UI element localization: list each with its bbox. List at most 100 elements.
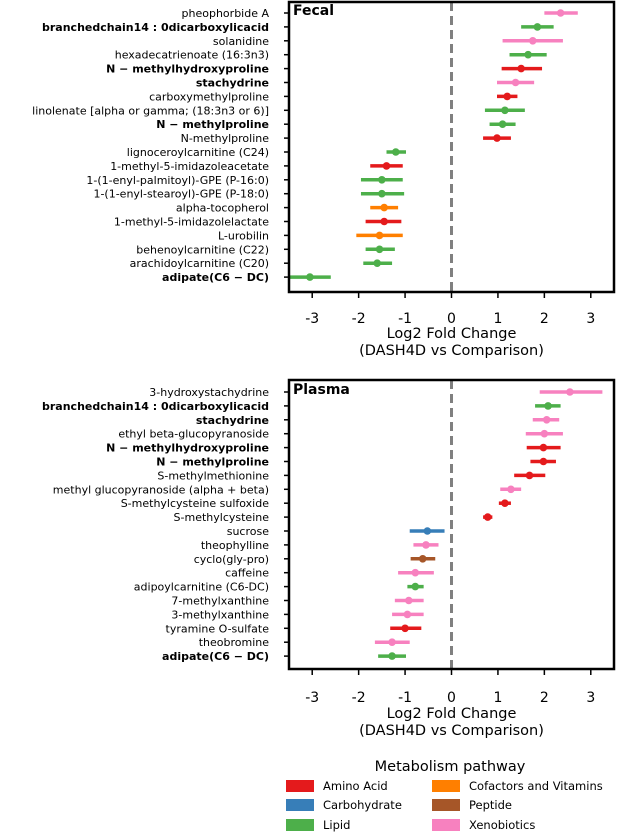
- y-tick-label: sucrose: [227, 525, 269, 538]
- data-point: [501, 106, 509, 115]
- data-point: [556, 9, 565, 17]
- legend-swatch: [286, 780, 314, 792]
- data-point: [306, 273, 314, 281]
- data-point: [566, 388, 574, 396]
- legend-label: Lipid: [323, 818, 350, 832]
- x-axis-label-line2: (DASH4D vs Comparison): [359, 723, 544, 739]
- x-tick-label: 3: [586, 690, 595, 706]
- x-tick-label: -1: [398, 690, 412, 706]
- data-point: [498, 120, 507, 128]
- data-point: [411, 582, 420, 591]
- legend-swatch: [432, 780, 460, 792]
- y-tick-label: linolenate [alpha or gamma; (18:3n3 or 6…: [32, 104, 269, 117]
- data-point: [380, 203, 388, 212]
- y-tick-label: 3-methylxanthine: [171, 608, 269, 621]
- y-tick-label: adipoylcarnitine (C6-DC): [134, 581, 269, 594]
- legend-label: Amino Acid: [323, 779, 388, 793]
- y-tick-label: arachidoylcarnitine (C20): [130, 257, 269, 270]
- data-point: [539, 443, 548, 452]
- y-tick-label: 1-methyl-5-imidazoleacetate: [110, 160, 269, 173]
- x-tick-label: 2: [540, 690, 549, 706]
- y-tick-label: caffeine: [225, 567, 269, 580]
- data-point: [525, 471, 534, 480]
- legend-swatch: [286, 799, 314, 811]
- data-point: [382, 162, 391, 170]
- y-tick-label: S-methylmethionine: [157, 469, 269, 482]
- data-point: [404, 596, 413, 605]
- y-tick-label: cyclo(gly-pro): [194, 553, 269, 566]
- data-point: [378, 189, 386, 198]
- legend-label: Xenobiotics: [469, 818, 535, 832]
- y-tick-label: tyramine O-sulfate: [166, 622, 270, 635]
- y-tick-label: N − methylproline: [156, 456, 269, 469]
- x-axis-label-line2: (DASH4D vs Comparison): [359, 343, 544, 359]
- data-point: [401, 624, 409, 633]
- y-tick-label: branchedchain14 : 0dicarboxylicacid: [42, 400, 269, 413]
- data-point: [388, 638, 396, 646]
- y-tick-label: theobromine: [199, 636, 270, 649]
- x-tick-label: 1: [493, 311, 502, 327]
- data-point: [517, 64, 525, 73]
- y-tick-label: adipate(C6 − DC): [162, 271, 269, 284]
- x-tick-label: -2: [352, 311, 366, 327]
- y-tick-label: branchedchain14 : 0dicarboxylicacid: [42, 21, 269, 34]
- y-tick-label: 1-methyl-5-imidazolelactate: [114, 216, 269, 229]
- panel-title: Fecal: [293, 3, 334, 19]
- data-point: [483, 513, 492, 521]
- y-tick-label: pheophorbide A: [182, 7, 270, 20]
- data-point: [539, 457, 548, 466]
- x-tick-label: 2: [540, 311, 549, 327]
- legend-swatch: [432, 819, 460, 831]
- data-point: [507, 485, 515, 494]
- legend: Metabolism pathway Amino Acid Cofactors an…: [286, 759, 603, 832]
- data-point: [411, 568, 420, 577]
- x-tick-label: 0: [447, 690, 456, 706]
- data-point: [503, 92, 512, 101]
- data-point: [493, 134, 501, 142]
- legend-label: Cofactors and Vitamins: [469, 779, 603, 793]
- y-tick-label: hexadecatrienoate (16:3n3): [115, 49, 269, 62]
- y-tick-label: N-methylproline: [181, 132, 270, 145]
- legend-label: Carbohydrate: [323, 798, 402, 812]
- data-point: [388, 652, 396, 660]
- data-point: [375, 231, 384, 240]
- data-point: [423, 527, 432, 535]
- y-tick-label: S-methylcysteine: [174, 511, 270, 524]
- legend-label: Peptide: [469, 798, 512, 812]
- y-tick-label: theophylline: [201, 539, 269, 552]
- data-point: [544, 402, 552, 410]
- x-tick-label: 1: [493, 690, 502, 706]
- x-tick-label: -1: [398, 311, 412, 327]
- legend-swatch: [432, 799, 460, 811]
- x-axis-label: Log2 Fold Change: [387, 706, 517, 722]
- y-tick-label: 3-hydroxystachydrine: [149, 386, 269, 399]
- y-tick-label: solanidine: [213, 35, 269, 48]
- y-tick-label: 1-(1-enyl-palmitoyl)-GPE (P-16:0): [86, 174, 269, 187]
- data-point: [540, 429, 549, 438]
- y-tick-label: behenoylcarnitine (C22): [136, 243, 269, 256]
- data-point: [528, 37, 537, 45]
- data-point: [378, 176, 386, 184]
- data-point: [501, 499, 509, 508]
- y-tick-label: alpha-tocopherol: [176, 202, 269, 215]
- data-point: [391, 148, 400, 156]
- y-tick-label: L-urobilin: [218, 229, 269, 242]
- y-tick-label: stachydrine: [196, 414, 269, 427]
- data-point: [373, 259, 382, 268]
- data-point: [422, 541, 430, 549]
- y-tick-label: 1-(1-enyl-stearoyl)-GPE (P-18:0): [93, 188, 269, 201]
- y-tick-label: N − methylhydroxyproline: [106, 442, 269, 455]
- panel-title: Plasma: [293, 382, 350, 398]
- data-point: [418, 555, 427, 563]
- x-tick-label: 0: [447, 311, 456, 327]
- x-tick-label: -3: [305, 690, 319, 706]
- data-point: [542, 416, 551, 424]
- x-tick-label: 3: [586, 311, 595, 327]
- data-point: [403, 610, 412, 619]
- y-tick-label: ethyl beta-glucopyranoside: [118, 428, 269, 441]
- legend-swatch: [286, 819, 314, 831]
- y-tick-label: 7-methylxanthine: [171, 595, 269, 608]
- y-tick-label: stachydrine: [196, 77, 269, 90]
